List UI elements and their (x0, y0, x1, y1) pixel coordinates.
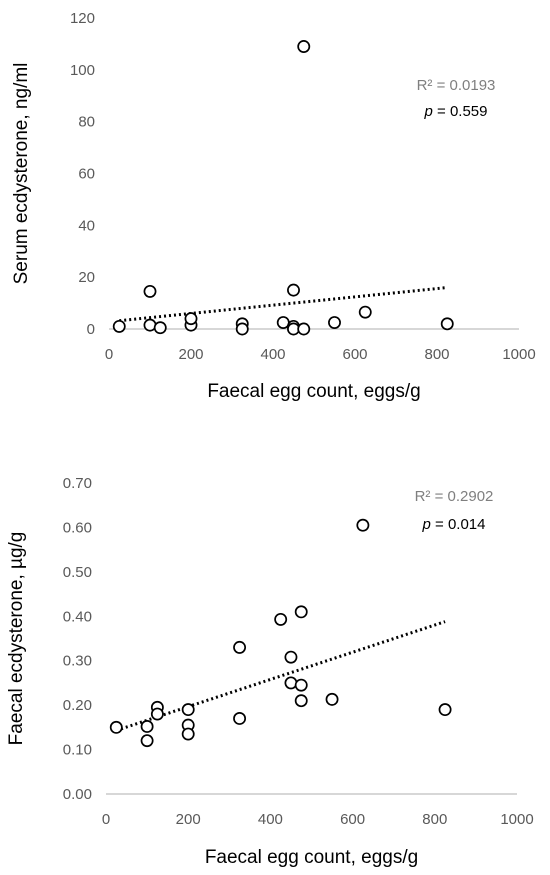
serum-data-point (112, 319, 126, 333)
serum-data-point (287, 283, 300, 297)
faecal-x-tick-label: 200 (176, 811, 201, 828)
serum-r-squared-label: R² = 0.0193 (417, 77, 496, 94)
serum-data-point (143, 284, 157, 298)
faecal-data-point (438, 703, 452, 717)
faecal-y-tick-label: 0.10 (63, 742, 92, 759)
serum-x-tick-label: 400 (260, 346, 285, 363)
serum-x-axis-title: Faecal egg count, eggs/g (207, 381, 420, 402)
serum-trendline (119, 286, 448, 323)
faecal-data-point (150, 707, 164, 721)
faecal-data-point (140, 720, 154, 733)
faecal-x-tick-label: 1000 (500, 811, 533, 828)
serum-data-point (184, 312, 198, 326)
serum-y-tick-label: 20 (78, 269, 95, 286)
serum-data-point (440, 317, 454, 331)
faecal-y-tick-label: 0.40 (63, 608, 92, 625)
faecal-y-tick-label: 0.50 (63, 564, 92, 581)
scatter-chart-serum: 0 200 400 600 800 1000 0 20 40 60 80 100 120 Faecal e… (11, 10, 536, 402)
faecal-y-axis-title: Faecal ecdysterone, µg/g (6, 532, 27, 746)
serum-data-point (297, 40, 311, 53)
faecal-y-tick-label: 0.70 (63, 475, 92, 492)
serum-data-point (328, 316, 341, 329)
faecal-x-tick-label: 600 (340, 811, 365, 828)
faecal-data-point (325, 692, 339, 706)
serum-p-value: = 0.559 (433, 103, 488, 120)
serum-data-point (358, 305, 372, 319)
serum-x-tick-label: 0 (105, 346, 113, 363)
faecal-y-tick-label: 0.60 (63, 519, 92, 536)
faecal-data-point (294, 694, 308, 708)
serum-data-point (153, 321, 167, 335)
serum-x-tick-label: 1000 (502, 346, 535, 363)
serum-y-axis-title: Serum ecdysterone, ng/ml (11, 63, 32, 285)
faecal-data-point (140, 734, 154, 748)
serum-y-tick-label: 40 (78, 217, 95, 234)
faecal-data-point (181, 727, 195, 741)
serum-data-point (235, 322, 249, 336)
faecal-x-tick-label: 0 (102, 811, 110, 828)
faecal-data-point (181, 703, 195, 717)
serum-data-point (297, 322, 311, 336)
serum-y-tick-label: 0 (87, 321, 95, 338)
faecal-x-axis-title: Faecal egg count, eggs/g (205, 847, 418, 868)
faecal-data-point (294, 678, 308, 692)
serum-y-tick-label: 80 (78, 114, 95, 131)
faecal-data-point (233, 712, 247, 725)
serum-x-tick-label: 600 (342, 346, 367, 363)
serum-y-tick-label: 100 (70, 62, 95, 79)
serum-p-symbol: p (424, 103, 433, 120)
serum-x-tick-label: 800 (424, 346, 449, 363)
faecal-p-value-label: p = 0.014 (422, 516, 486, 533)
serum-y-tick-label: 120 (70, 10, 95, 27)
faecal-y-tick-label: 0.00 (63, 786, 92, 803)
faecal-data-point (274, 612, 288, 626)
faecal-x-tick-label: 800 (422, 811, 447, 828)
faecal-data-point (284, 676, 298, 690)
faecal-y-tick-label: 0.20 (63, 697, 92, 714)
faecal-r-squared-label: R² = 0.2902 (415, 488, 494, 505)
faecal-x-tick-label: 400 (258, 811, 283, 828)
serum-p-value-label: p = 0.559 (424, 103, 488, 120)
serum-data-point (143, 318, 157, 332)
faecal-data-point (109, 720, 123, 734)
serum-x-tick-label: 200 (178, 346, 203, 363)
faecal-data-point (233, 640, 247, 654)
faecal-data-point (284, 650, 298, 664)
faecal-data-point (356, 518, 370, 532)
faecal-y-tick-label: 0.30 (63, 653, 92, 670)
faecal-trendline (115, 620, 446, 732)
faecal-data-point (294, 605, 308, 619)
faecal-p-symbol: p (422, 516, 431, 533)
faecal-p-value: = 0.014 (431, 516, 486, 533)
scatter-chart-faecal: 0 200 400 600 800 1000 0.00 0.10 0.20 0.30 0.40 0.5… (6, 475, 534, 868)
serum-y-tick-label: 60 (78, 166, 95, 183)
